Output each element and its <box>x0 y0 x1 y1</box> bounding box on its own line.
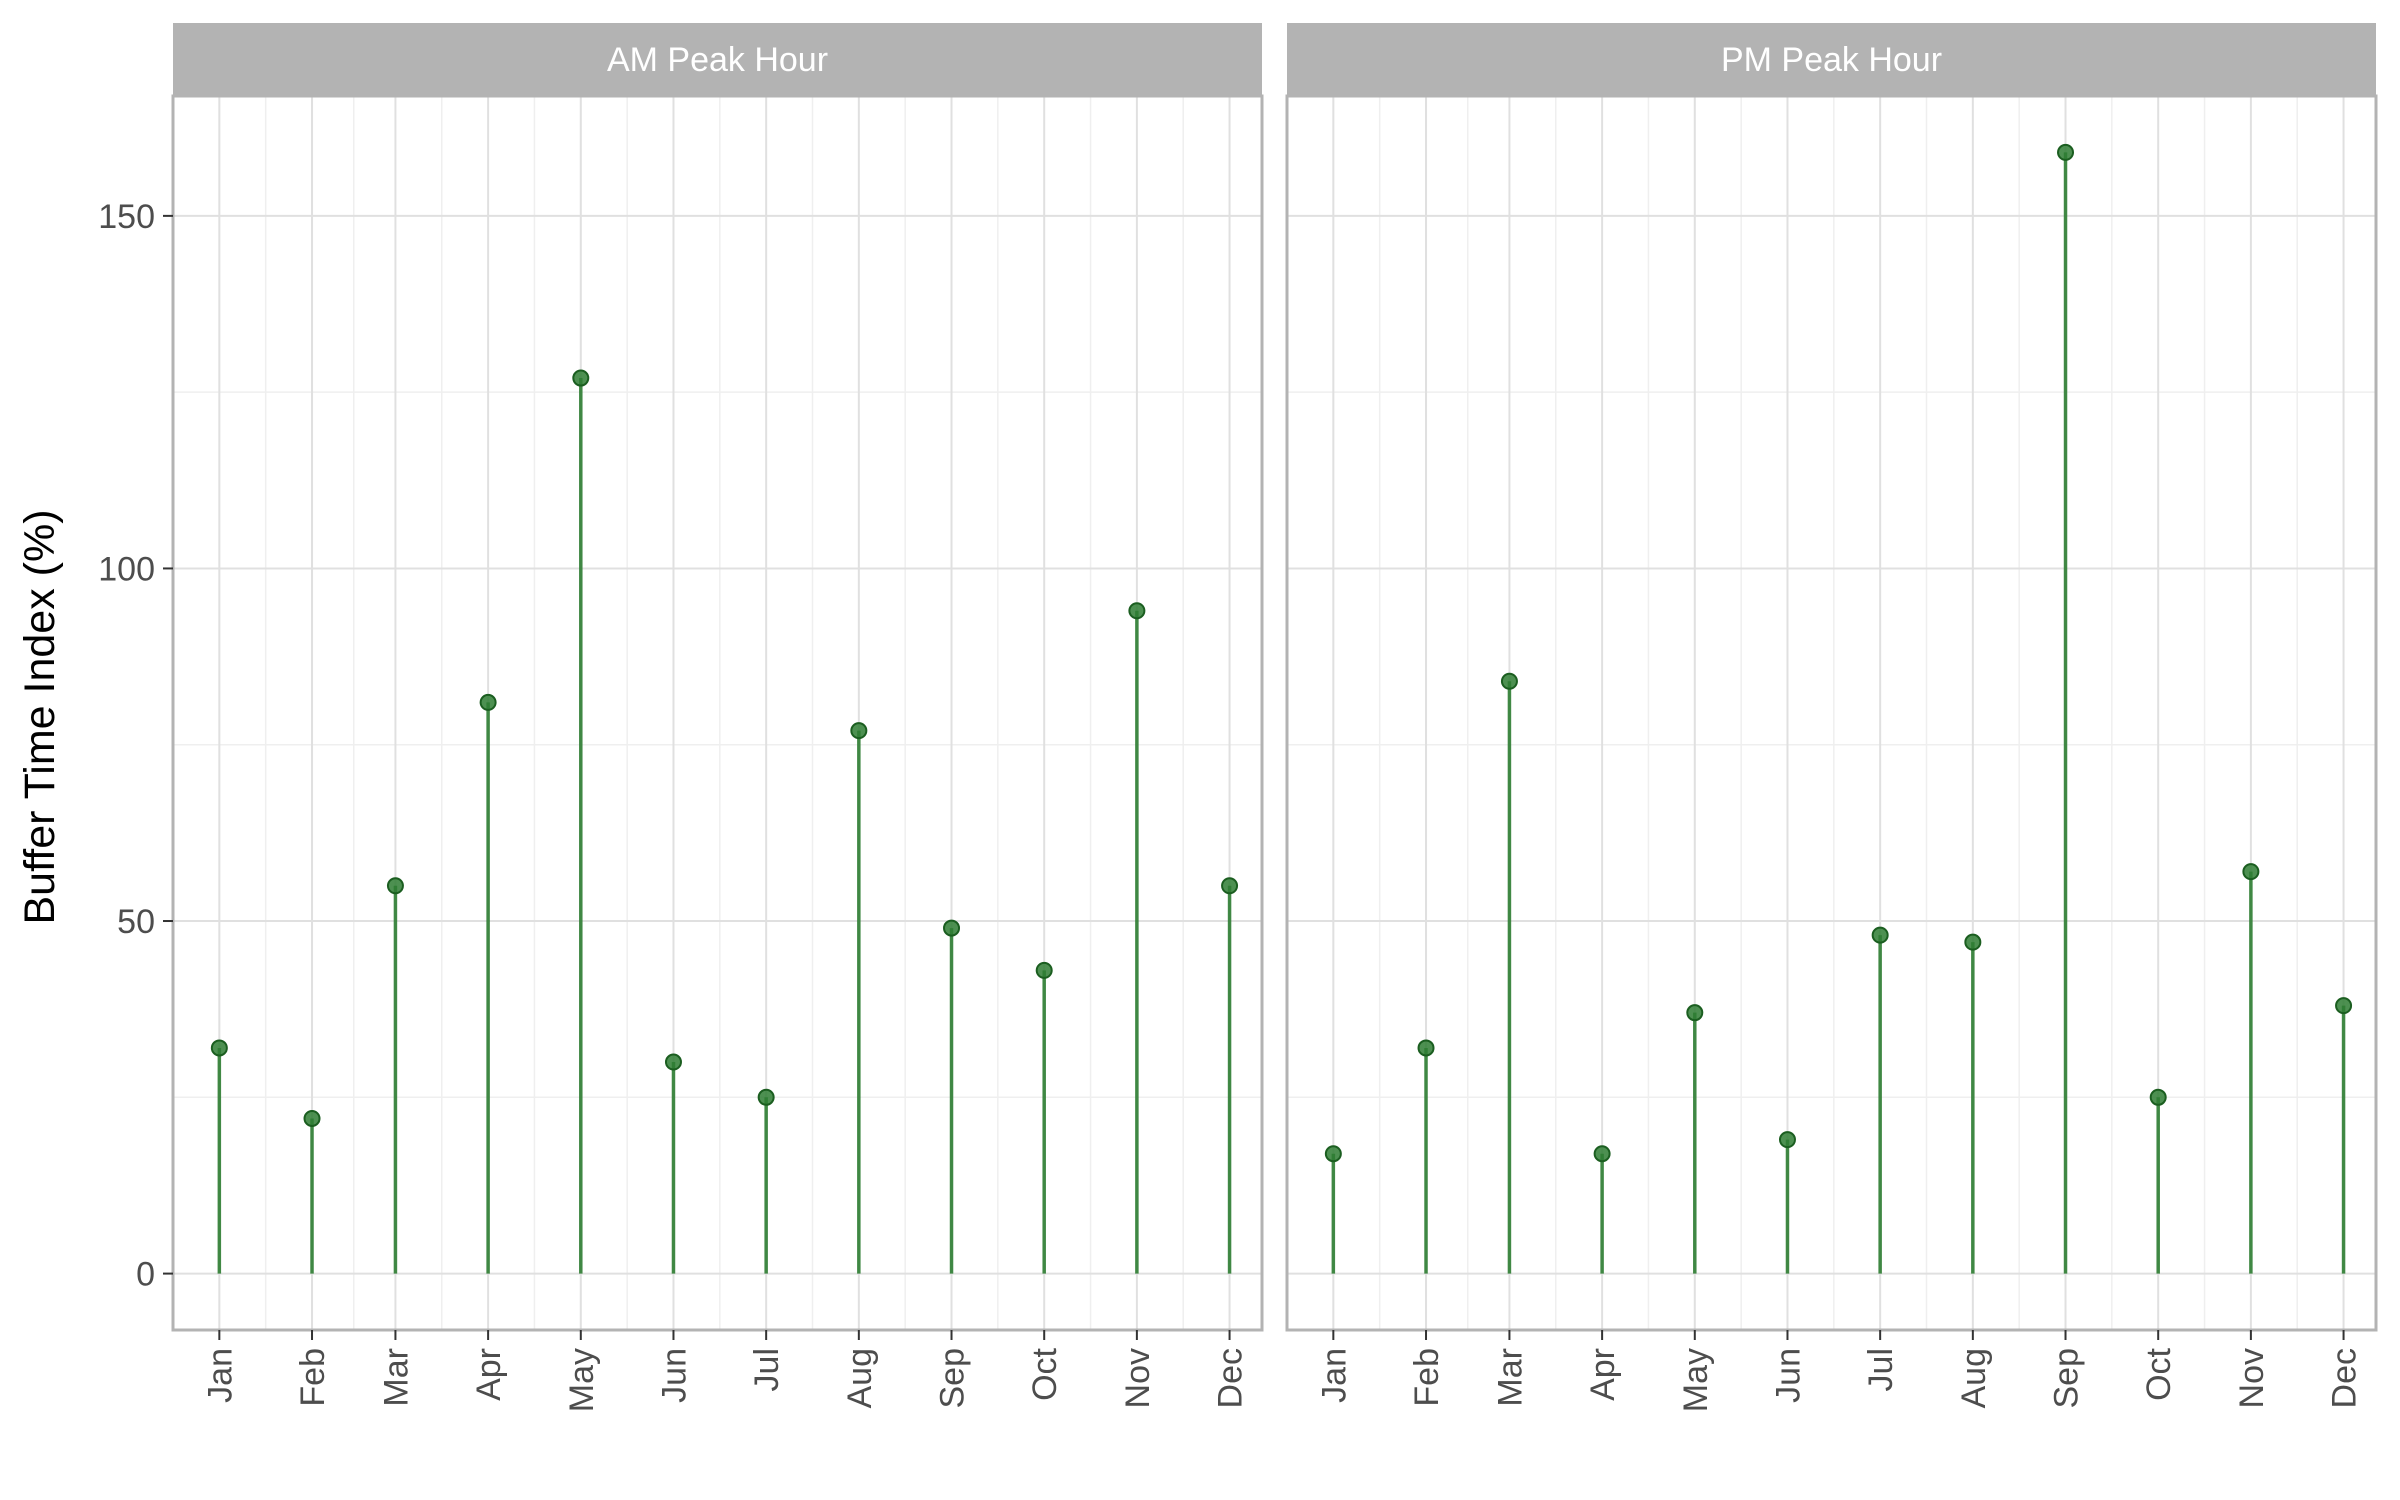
panel-am-peak-hour: AM Peak Hour Jan Feb Mar Apr May Jun Jul Aug Sep O… <box>171 23 1264 1412</box>
lollipop-point-pm-jan <box>1324 1145 1342 1163</box>
x-tick-label-am-oct: Oct <box>1026 1347 1064 1400</box>
panel-border <box>171 94 1264 1332</box>
lollipop-point-pm-may <box>1686 1004 1704 1022</box>
lollipop-point-pm-mar <box>1500 672 1518 690</box>
x-tick-label-pm-mar: Mar <box>1491 1348 1529 1407</box>
x-tick-label-pm-dec: Dec <box>2326 1348 2364 1408</box>
lollipop-point-am-dec <box>1221 877 1239 895</box>
lollipop-point-pm-jun <box>1778 1131 1796 1149</box>
panel-border <box>1285 94 2378 1332</box>
x-tick-label-am-dec: Dec <box>1212 1348 1250 1408</box>
lollipop-point-am-jan <box>210 1039 228 1057</box>
lollipop-point-pm-jul <box>1871 926 1889 944</box>
x-tick-label-pm-apr: Apr <box>1584 1348 1622 1401</box>
lollipop-point-am-may <box>572 369 590 387</box>
strip-title-am: AM Peak Hour <box>607 41 828 79</box>
y-axis-title: Buffer Time Index (%) <box>16 509 64 924</box>
strip-title-pm: PM Peak Hour <box>1721 41 1942 79</box>
lollipop-point-am-nov <box>1128 602 1146 620</box>
lollipop-point-am-feb <box>303 1109 321 1127</box>
lollipop-point-am-mar <box>386 877 404 895</box>
lollipop-point-pm-dec <box>2335 997 2353 1015</box>
x-tick-label-am-mar: Mar <box>377 1348 415 1407</box>
lollipop-point-pm-apr <box>1593 1145 1611 1163</box>
lollipop-point-pm-sep <box>2057 143 2075 161</box>
x-tick-label-pm-jun: Jun <box>1769 1348 1807 1403</box>
panel-pm-peak-hour: PM Peak Hour Jan Feb Mar Apr May Jun Jul Aug Sep O… <box>1285 23 2378 1412</box>
lollipop-point-am-jun <box>664 1053 682 1071</box>
y-tick-label-0: 0 <box>136 1256 155 1294</box>
x-tick-label-am-apr: Apr <box>470 1348 508 1401</box>
lollipop-point-am-apr <box>479 693 497 711</box>
lollipop-point-pm-feb <box>1417 1039 1435 1057</box>
x-tick-label-pm-feb: Feb <box>1408 1348 1446 1407</box>
x-tick-label-am-sep: Sep <box>934 1348 972 1409</box>
lollipop-point-pm-oct <box>2149 1088 2167 1106</box>
x-tick-label-pm-jul: Jul <box>1862 1348 1900 1391</box>
panel-background <box>173 96 1262 1330</box>
panel-background <box>1287 96 2376 1330</box>
y-tick-label-150: 150 <box>98 198 155 236</box>
x-tick-label-pm-may: May <box>1677 1348 1715 1412</box>
x-tick-label-am-may: May <box>563 1348 601 1412</box>
lollipop-point-am-oct <box>1035 961 1053 979</box>
x-tick-label-pm-jan: Jan <box>1315 1348 1353 1403</box>
x-tick-label-am-jun: Jun <box>655 1348 693 1403</box>
x-tick-label-am-jan: Jan <box>201 1348 239 1403</box>
y-tick-label-50: 50 <box>117 903 155 941</box>
lollipop-point-am-aug <box>850 722 868 740</box>
x-tick-label-am-jul: Jul <box>748 1348 786 1391</box>
x-tick-label-pm-sep: Sep <box>2048 1348 2086 1409</box>
strip-pm <box>1287 23 2376 95</box>
x-tick-label-am-aug: Aug <box>841 1348 879 1409</box>
y-tick-label-100: 100 <box>98 550 155 588</box>
strip-am <box>173 23 1262 95</box>
lollipop-point-pm-aug <box>1964 933 1982 951</box>
x-tick-label-am-feb: Feb <box>294 1348 332 1407</box>
x-tick-label-pm-oct: Oct <box>2140 1347 2178 1400</box>
lollipop-point-am-jul <box>757 1088 775 1106</box>
lollipop-point-am-sep <box>943 919 961 937</box>
x-tick-label-pm-nov: Nov <box>2233 1348 2271 1408</box>
y-axis: 0 50 100 150 <box>98 198 173 1294</box>
lollipop-point-pm-nov <box>2242 863 2260 881</box>
x-tick-label-am-nov: Nov <box>1119 1348 1157 1408</box>
x-tick-label-pm-aug: Aug <box>1955 1348 1993 1409</box>
